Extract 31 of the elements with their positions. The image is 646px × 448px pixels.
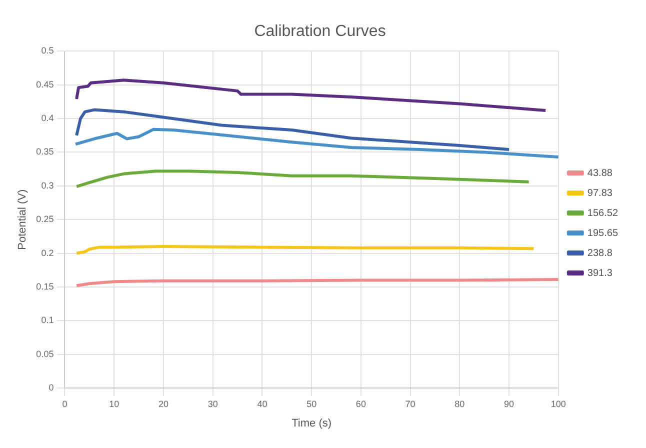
y-tick-label: 0.5	[41, 46, 54, 56]
x-tick-label: 100	[550, 398, 566, 409]
y-tick-label: 0.4	[41, 113, 54, 124]
x-axis-title: Time (s)	[292, 417, 332, 430]
x-tick-label: 90	[504, 398, 514, 409]
x-tick-label: 0	[62, 398, 68, 409]
x-tick-label: 30	[208, 398, 218, 409]
legend-label: 391.3	[587, 268, 613, 279]
x-tick-label: 70	[405, 398, 416, 409]
x-tick-label: 40	[257, 398, 268, 409]
x-tick-label: 50	[306, 398, 317, 409]
y-tick-label: 0.3	[41, 180, 54, 190]
y-tick-label: 0.25	[36, 214, 54, 224]
y-tick-label: 0.45	[36, 79, 54, 90]
x-tick-label: 10	[109, 398, 120, 409]
y-tick-label: 0	[48, 382, 54, 392]
y-tick-label: 0.1	[41, 315, 54, 326]
legend-label: 195.65	[587, 228, 618, 239]
legend-label: 43.88	[587, 168, 613, 179]
chart-title: Calibration Curves	[254, 23, 386, 40]
legend-label: 156.52	[587, 208, 618, 219]
x-tick-label: 20	[158, 398, 168, 409]
y-tick-label: 0.05	[36, 348, 54, 359]
y-tick-label: 0.15	[36, 281, 54, 292]
x-tick-label: 60	[356, 398, 366, 409]
y-tick-label: 0.35	[36, 146, 54, 157]
x-tick-label: 80	[454, 398, 465, 409]
legend-label: 238.8	[587, 248, 613, 259]
legend-label: 97.83	[587, 188, 613, 199]
y-axis-title: Potential (V)	[16, 189, 29, 250]
y-tick-label: 0.2	[41, 248, 54, 258]
